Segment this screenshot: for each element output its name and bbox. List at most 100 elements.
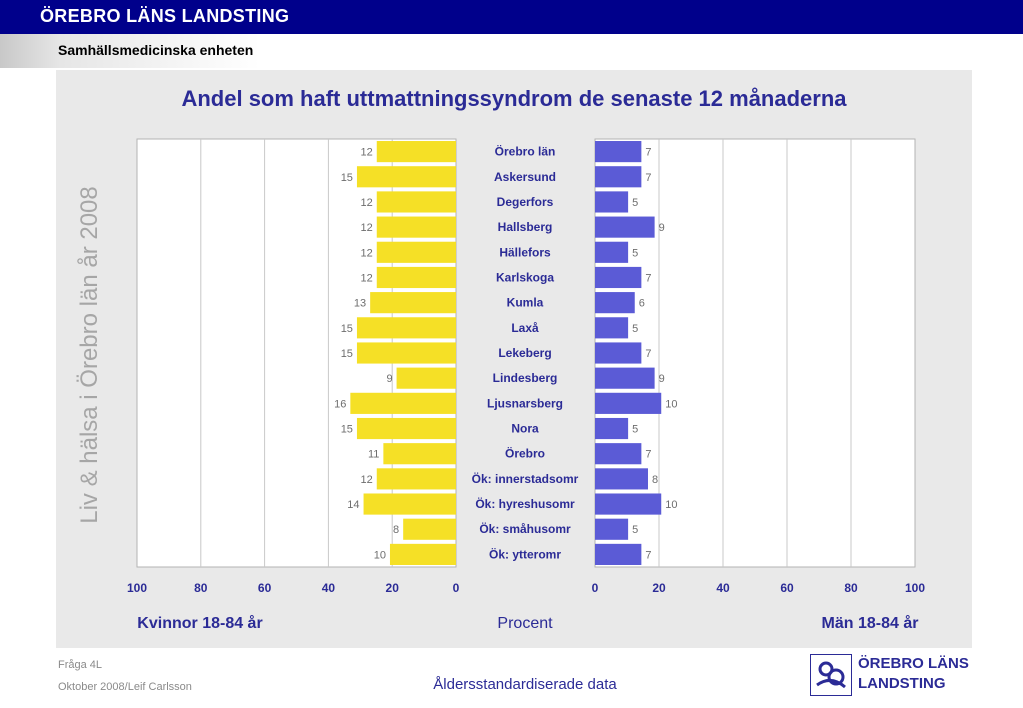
women-bar	[356, 166, 456, 188]
category-label: Hallsberg	[498, 220, 553, 234]
men-value-label: 10	[665, 499, 677, 511]
category-label: Karlskoga	[496, 270, 554, 284]
category-label: Nora	[511, 422, 539, 436]
women-bar	[389, 543, 456, 565]
women-bar	[376, 216, 456, 238]
date-author-label: Oktober 2008/Leif Carlsson	[58, 681, 192, 693]
women-value-label: 12	[361, 272, 373, 284]
men-value-label: 7	[645, 549, 651, 561]
right-tick-label: 80	[844, 581, 858, 595]
category-label: Laxå	[511, 321, 539, 335]
men-bar	[595, 518, 629, 540]
right-tick-label: 0	[592, 581, 599, 595]
men-bar	[595, 266, 642, 289]
left-tick-label: 40	[322, 581, 336, 595]
women-bar	[356, 317, 456, 339]
men-value-label: 6	[639, 298, 645, 310]
men-bar	[595, 317, 629, 339]
county-council-logo-icon	[810, 654, 852, 696]
category-label: Örebro län	[495, 144, 556, 159]
women-value-label: 10	[374, 549, 386, 561]
category-label: Ök: hyreshusomr	[475, 496, 575, 511]
women-bar	[356, 417, 456, 440]
category-label: Ök: ytteromr	[489, 546, 561, 561]
category-label: Hällefors	[499, 245, 551, 259]
women-value-label: 15	[341, 348, 353, 360]
men-bar	[595, 216, 655, 238]
men-value-label: 5	[632, 247, 638, 259]
logo-text-line1: ÖREBRO LÄNS	[858, 655, 969, 672]
men-bar	[595, 367, 655, 389]
men-bar	[595, 443, 642, 465]
men-bar	[595, 417, 629, 440]
women-bar	[356, 342, 456, 364]
men-value-label: 7	[645, 449, 651, 461]
women-value-label: 12	[361, 147, 373, 159]
women-bar	[376, 266, 456, 289]
header-bar: ÖREBRO LÄNS LANDSTING	[0, 0, 1023, 34]
men-value-label: 5	[632, 424, 638, 436]
category-label: Örebro	[505, 446, 545, 461]
women-value-label: 15	[341, 323, 353, 335]
women-value-label: 12	[361, 247, 373, 259]
men-value-label: 10	[665, 398, 677, 410]
men-bar	[595, 342, 642, 364]
women-bar	[350, 392, 456, 414]
women-value-label: 12	[361, 222, 373, 234]
unit-name: Samhällsmedicinska enheten	[58, 42, 254, 58]
women-bar	[376, 141, 456, 163]
x-axis-label: Procent	[497, 615, 553, 632]
women-bar	[396, 367, 456, 389]
men-bar	[595, 241, 629, 263]
women-value-label: 15	[341, 424, 353, 436]
women-value-label: 8	[393, 524, 399, 536]
category-label: Degerfors	[497, 195, 554, 209]
men-bar	[595, 166, 642, 188]
women-bar	[363, 493, 456, 515]
men-bar	[595, 392, 662, 414]
right-tick-label: 40	[716, 581, 730, 595]
men-value-label: 5	[632, 524, 638, 536]
question-label: Fråga 4L	[58, 659, 103, 671]
men-value-label: 7	[645, 172, 651, 184]
left-tick-label: 20	[386, 581, 400, 595]
women-bar	[403, 518, 456, 540]
subheader-bar: Samhällsmedicinska enheten	[0, 34, 1023, 68]
chart-title: Andel som haft uttmattningssyndrom de se…	[181, 86, 847, 111]
men-value-label: 9	[659, 222, 665, 234]
women-value-label: 14	[347, 499, 359, 511]
category-label: Kumla	[507, 296, 544, 310]
left-tick-label: 0	[453, 581, 460, 595]
women-bar	[376, 191, 456, 213]
women-series-label: Kvinnor 18-84 år	[137, 614, 262, 632]
women-value-label: 12	[361, 474, 373, 486]
men-value-label: 5	[632, 197, 638, 209]
category-label: Lindesberg	[493, 371, 558, 385]
men-bar	[595, 543, 642, 565]
women-value-label: 13	[354, 298, 366, 310]
category-label: Ök: småhusomr	[479, 521, 571, 536]
women-value-label: 16	[334, 398, 346, 410]
women-value-label: 12	[361, 197, 373, 209]
men-value-label: 7	[645, 272, 651, 284]
men-value-label: 7	[645, 147, 651, 159]
men-value-label: 8	[652, 474, 658, 486]
men-value-label: 5	[632, 323, 638, 335]
women-bar	[370, 292, 456, 314]
left-tick-label: 60	[258, 581, 272, 595]
left-tick-label: 80	[194, 581, 208, 595]
women-value-label: 15	[341, 172, 353, 184]
men-value-label: 9	[659, 373, 665, 385]
women-bar	[376, 241, 456, 263]
women-value-label: 11	[368, 449, 379, 461]
category-label: Lekeberg	[498, 346, 551, 360]
men-series-label: Män 18-84 år	[822, 614, 919, 632]
category-label: Ljusnarsberg	[487, 396, 563, 410]
category-label: Askersund	[494, 170, 556, 184]
right-tick-label: 100	[905, 581, 925, 595]
men-bar	[595, 141, 642, 163]
men-value-label: 7	[645, 348, 651, 360]
right-tick-label: 20	[652, 581, 666, 595]
women-bar	[376, 468, 456, 490]
